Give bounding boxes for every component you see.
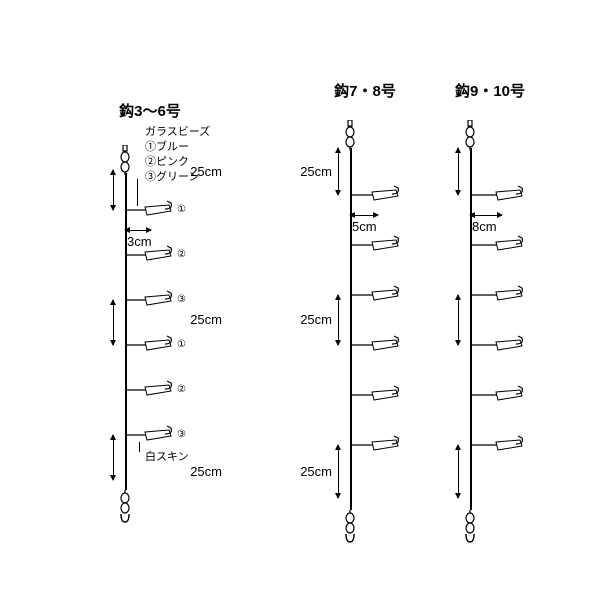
swivel-top-icon — [342, 120, 358, 150]
hook-lure — [125, 424, 175, 446]
rig-a: 鈎3〜6号 ① ② ③ ① ② ③20cm20cm20cm3cmガラスビーズ①ブ… — [60, 0, 240, 600]
branch-label: 8cm — [472, 219, 497, 234]
swivel-bottom-icon — [462, 510, 478, 544]
spacing-label: 25cm — [190, 312, 222, 327]
hook-lure — [470, 434, 526, 456]
bead-annotation: ① — [177, 339, 186, 350]
callout-title: ガラスビーズ — [145, 125, 210, 140]
hook-lure — [470, 284, 526, 306]
bead-annotation: ① — [177, 204, 186, 215]
skin-label: 白スキン — [145, 448, 189, 464]
hook-lure — [470, 234, 526, 256]
hook-lure — [470, 384, 526, 406]
swivel-bottom-icon — [117, 490, 133, 524]
spacing-label: 25cm — [300, 164, 332, 179]
bead-annotation: ③ — [177, 294, 186, 305]
hook-lure — [470, 334, 526, 356]
spacing-label: 25cm — [300, 464, 332, 479]
hook-lure — [125, 199, 175, 221]
hook-lure — [125, 289, 175, 311]
swivel-top-icon — [117, 145, 133, 175]
branch-label: 5cm — [352, 219, 377, 234]
callout-line: ①ブルー — [145, 140, 210, 155]
rig-b: 鈎7・8号 25cm25cm25cm5cm — [310, 0, 420, 600]
bead-annotation: ③ — [177, 429, 186, 440]
hook-lure — [125, 379, 175, 401]
branch-label: 3cm — [127, 234, 152, 249]
hook-lure — [350, 334, 402, 356]
spacing-label: 25cm — [190, 464, 222, 479]
hook-lure — [350, 384, 402, 406]
rig-title: 鈎7・8号 — [310, 80, 420, 101]
hook-lure — [350, 284, 402, 306]
spacing-label: 25cm — [300, 312, 332, 327]
rig-title: 鈎9・10号 — [430, 80, 550, 101]
swivel-bottom-icon — [342, 510, 358, 544]
spacing-label: 25cm — [190, 164, 222, 179]
bead-annotation: ② — [177, 249, 186, 260]
hook-lure — [350, 434, 402, 456]
skin-pointer — [139, 442, 140, 452]
hook-lure — [470, 184, 526, 206]
bead-annotation: ② — [177, 384, 186, 395]
callout-pointer — [137, 179, 138, 206]
hook-lure — [125, 334, 175, 356]
rig-c: 鈎9・10号 25cm25cm25cm8cm — [430, 0, 550, 600]
hook-lure — [350, 184, 402, 206]
hook-lure — [350, 234, 402, 256]
rig-title: 鈎3〜6号 — [60, 100, 240, 121]
swivel-top-icon — [462, 120, 478, 150]
